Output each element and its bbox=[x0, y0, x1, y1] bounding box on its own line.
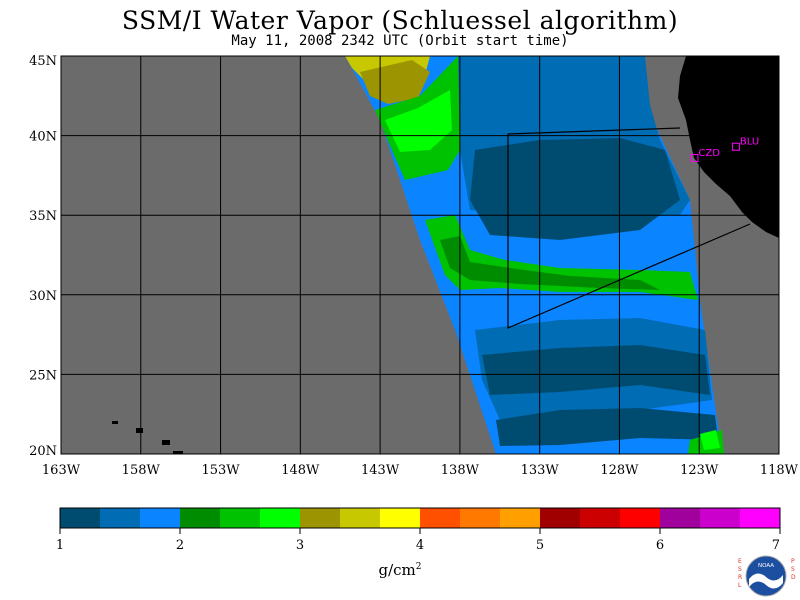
colorbar-segment bbox=[460, 508, 501, 528]
colorbar-tick-label: 7 bbox=[772, 538, 780, 553]
colorbar-segment bbox=[620, 508, 661, 528]
colorbar-tick-label: 5 bbox=[536, 538, 544, 553]
colorbar-tick-label: 6 bbox=[656, 538, 664, 553]
station-label: CZD bbox=[698, 148, 720, 159]
lon-tick-label: 138W bbox=[441, 463, 480, 478]
colorbar-segment bbox=[260, 508, 301, 528]
station-marker bbox=[731, 142, 740, 151]
lat-lon-grid bbox=[61, 56, 779, 454]
colorbar-segment bbox=[740, 508, 781, 528]
lat-tick-label: 30N bbox=[29, 289, 57, 304]
colorbar-segment bbox=[660, 508, 701, 528]
lat-tick-label: 20N bbox=[29, 444, 57, 459]
colorbar-segment bbox=[420, 508, 461, 528]
swath-deepblue-north bbox=[470, 138, 680, 240]
map-title: SSM/I Water Vapor (Schluessel algorithm) bbox=[121, 6, 679, 35]
lon-tick-label: 133W bbox=[521, 463, 560, 478]
swath-deepblue-south2 bbox=[496, 408, 718, 446]
latitude-labels: 45N 40N 35N 30N 25N 20N bbox=[29, 54, 57, 459]
colorbar-segment bbox=[580, 508, 621, 528]
lat-tick-label: 40N bbox=[29, 130, 57, 145]
lat-tick-label: 25N bbox=[29, 368, 57, 383]
swath-olive-band bbox=[360, 60, 430, 104]
colorbar-segment bbox=[60, 508, 101, 528]
swath bbox=[345, 56, 724, 454]
lon-tick-label: 153W bbox=[201, 463, 240, 478]
north-america-land bbox=[678, 56, 779, 238]
lon-tick-label: 123W bbox=[680, 463, 719, 478]
map-frame bbox=[60, 55, 780, 455]
colorbar-tick-label: 4 bbox=[416, 538, 424, 553]
flight-track bbox=[507, 127, 751, 329]
swath-darkgreen-mid bbox=[440, 236, 660, 290]
swath-lightgreen-north bbox=[385, 90, 452, 152]
colorbar-segment bbox=[300, 508, 341, 528]
colorbar-segment bbox=[140, 508, 181, 528]
colorbar-segment bbox=[700, 508, 741, 528]
lon-tick-label: 148W bbox=[281, 463, 320, 478]
swath-deepblue-south bbox=[482, 345, 710, 395]
colorbar-segment bbox=[340, 508, 381, 528]
colorbar-segment bbox=[380, 508, 421, 528]
lon-tick-label: 158W bbox=[122, 463, 161, 478]
colorbar-segment bbox=[540, 508, 581, 528]
swath-lightgreen-south bbox=[700, 430, 720, 450]
colorbar-tick-label: 3 bbox=[296, 538, 304, 553]
station-label: BLU bbox=[740, 137, 759, 148]
map-subtitle: May 11, 2008 2342 UTC (Orbit start time) bbox=[231, 33, 569, 49]
svg-text:PSD: PSD bbox=[791, 558, 796, 581]
longitude-labels: 163W 158W 153W 148W 143W 138W 133W 128W 123W 118W bbox=[42, 463, 799, 478]
stations: CZD BLU bbox=[690, 137, 759, 162]
svg-text:NOAA: NOAA bbox=[758, 563, 774, 569]
colorbar-segment bbox=[180, 508, 221, 528]
lon-tick-label: 143W bbox=[361, 463, 400, 478]
lat-tick-label: 45N bbox=[29, 54, 57, 69]
lon-tick-label: 118W bbox=[760, 463, 799, 478]
colorbar-tick-label: 2 bbox=[176, 538, 184, 553]
colorbar-segment bbox=[500, 508, 541, 528]
hawaii-islands bbox=[112, 421, 183, 454]
colorbar: 1 2 3 4 5 6 7 bbox=[56, 507, 781, 553]
lon-tick-label: 163W bbox=[42, 463, 81, 478]
colorbar-units: g/cm2 bbox=[378, 561, 422, 579]
colorbar-segment bbox=[100, 508, 141, 528]
station-marker bbox=[690, 153, 699, 162]
lat-tick-label: 35N bbox=[29, 209, 57, 224]
lon-tick-label: 128W bbox=[600, 463, 639, 478]
colorbar-tick-label: 1 bbox=[56, 538, 64, 553]
colorbar-segment bbox=[220, 508, 261, 528]
